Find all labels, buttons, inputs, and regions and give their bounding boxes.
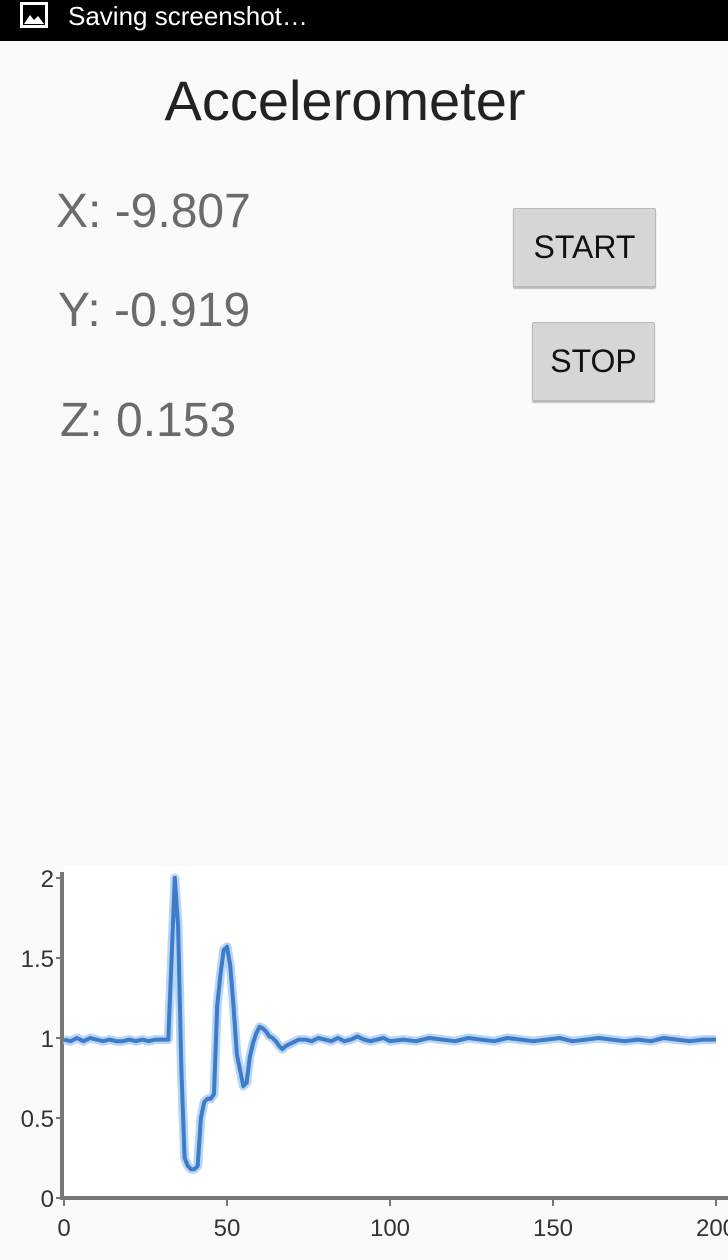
series-line (63, 876, 716, 1172)
y-tick-label: 0.5 (21, 1106, 54, 1133)
page-title: Accelerometer (164, 69, 526, 132)
series-line-glow (62, 873, 716, 1174)
y-tick-label: 1 (41, 1026, 54, 1053)
x-tick-label: 150 (533, 1215, 573, 1242)
start-button[interactable]: START (513, 208, 656, 287)
x-tick-label: 200 (696, 1215, 728, 1242)
y-reading: Y: -0.919 (58, 284, 251, 337)
status-text: Saving screenshot… (68, 1, 308, 31)
x-tick-label: 100 (370, 1215, 410, 1242)
status-bar: Saving screenshot… (0, 0, 728, 41)
image-icon (20, 2, 48, 28)
accelerometer-chart: 0 0.5 1 1.5 2 0 50 100 150 200 (21, 866, 728, 1242)
x-reading: X: -9.807 (56, 185, 251, 238)
y-tick-label: 0 (41, 1186, 54, 1213)
x-tick-label: 50 (214, 1215, 241, 1242)
y-tick-label: 2 (41, 866, 54, 893)
z-reading: Z: 0.153 (60, 394, 237, 447)
y-tick-label: 1.5 (21, 946, 54, 973)
x-tick-label: 0 (57, 1215, 70, 1242)
stop-button[interactable]: STOP (532, 322, 655, 401)
